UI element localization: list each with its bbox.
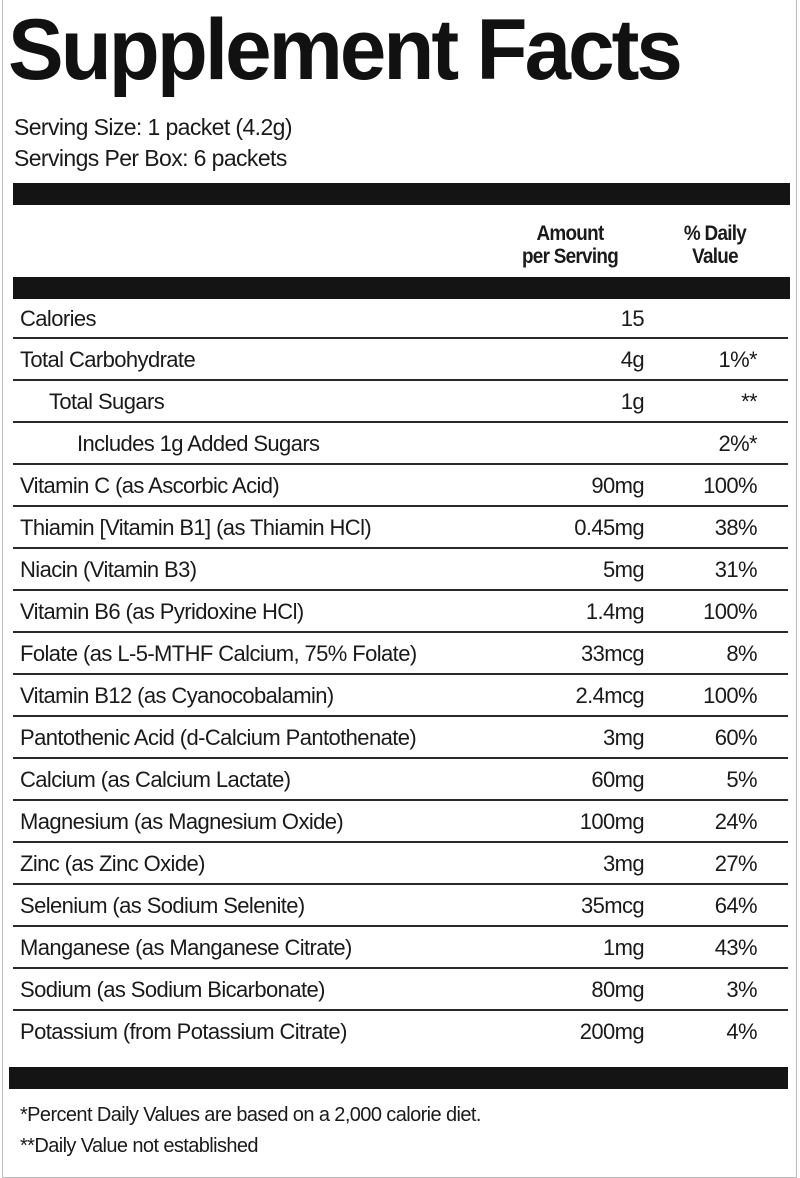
- nutrient-name: Vitamin B6 (as Pyridoxine HCl): [20, 599, 304, 624]
- dv-header-line2: Value: [692, 245, 739, 268]
- nutrient-daily-value: 31%: [714, 557, 758, 582]
- nutrient-name: Vitamin C (as Ascorbic Acid): [20, 473, 280, 498]
- nutrient-name: Potassium (from Potassium Citrate): [20, 1019, 347, 1044]
- amount-header: Amount per Serving: [507, 222, 633, 268]
- nutrient-amount: 5mg: [603, 557, 645, 582]
- nutrient-name: Total Sugars: [49, 389, 165, 414]
- table-row: Zinc (as Zinc Oxide) 3mg 27%: [13, 843, 788, 885]
- table-row: Calcium (as Calcium Lactate) 60mg 5%: [13, 759, 788, 801]
- nutrient-name: Magnesium (as Magnesium Oxide): [20, 809, 344, 834]
- nutrient-daily-value: 64%: [714, 893, 758, 918]
- nutrient-daily-value: 24%: [714, 809, 758, 834]
- nutrient-amount: 3mg: [603, 725, 645, 750]
- nutrient-amount: 90mg: [591, 473, 644, 498]
- serving-size: Serving Size: 1 packet (4.2g): [14, 114, 293, 140]
- nutrient-amount: 0.45mg: [574, 515, 644, 540]
- nutrient-daily-value: 8%: [726, 641, 757, 666]
- nutrient-daily-value: 1%*: [718, 347, 757, 372]
- nutrient-daily-value: 43%: [714, 935, 758, 960]
- nutrient-daily-value: 5%: [726, 767, 757, 792]
- nutrient-daily-value: 3%: [726, 977, 757, 1002]
- table-row: Calories 15: [13, 298, 788, 339]
- nutrient-name: Thiamin [Vitamin B1] (as Thiamin HCl): [20, 515, 372, 540]
- nutrient-name: Total Carbohydrate: [20, 347, 196, 372]
- nutrient-amount: 4g: [620, 347, 645, 372]
- table-row: Pantothenic Acid (d-Calcium Pantothenate…: [13, 717, 788, 759]
- table-row: Selenium (as Sodium Selenite) 35mcg 64%: [13, 885, 788, 927]
- nutrient-table: Calories 15 Total Carbohydrate 4g 1%* Total S…: [13, 298, 788, 1053]
- table-row: Manganese (as Manganese Citrate) 1mg 43%: [13, 927, 788, 969]
- nutrient-daily-value: 38%: [714, 515, 758, 540]
- nutrient-name: Vitamin B12 (as Cyanocobalamin): [20, 683, 334, 708]
- nutrient-amount: 33mcg: [580, 641, 645, 666]
- nutrient-amount: 15: [620, 306, 645, 331]
- table-row: Vitamin B12 (as Cyanocobalamin) 2.4mcg 100…: [13, 675, 788, 717]
- table-row: Thiamin [Vitamin B1] (as Thiamin HCl) 0.4…: [13, 507, 788, 549]
- nutrient-amount: 1.4mg: [585, 599, 645, 624]
- nutrient-daily-value: 4%: [726, 1019, 757, 1044]
- nutrient-daily-value: 60%: [714, 725, 758, 750]
- nutrient-daily-value: 100%: [703, 473, 757, 498]
- nutrient-amount: 1g: [620, 389, 645, 414]
- amount-header-line1: Amount: [536, 222, 604, 245]
- nutrient-amount: 80mg: [591, 977, 644, 1002]
- dv-header-line1: % Daily: [683, 222, 747, 245]
- nutrient-daily-value: 2%*: [718, 431, 757, 456]
- nutrient-name: Selenium (as Sodium Selenite): [20, 893, 305, 918]
- nutrient-amount: 100mg: [579, 809, 645, 834]
- divider-bar: [13, 277, 790, 299]
- table-row: Potassium (from Potassium Citrate) 200mg 4…: [13, 1011, 788, 1053]
- nutrient-name: Manganese (as Manganese Citrate): [20, 935, 352, 960]
- nutrient-daily-value: 100%: [703, 683, 757, 708]
- table-row: Magnesium (as Magnesium Oxide) 100mg 24%: [13, 801, 788, 843]
- nutrient-name: Folate (as L-5-MTHF Calcium, 75% Folate): [20, 641, 417, 666]
- table-row: Vitamin B6 (as Pyridoxine HCl) 1.4mg 100%: [13, 591, 788, 633]
- footnote-not-established: **Daily Value not established: [20, 1135, 259, 1157]
- table-row: Folate (as L-5-MTHF Calcium, 75% Folate)…: [13, 633, 788, 675]
- nutrient-daily-value: 27%: [714, 851, 758, 876]
- nutrient-name: Pantothenic Acid (d-Calcium Pantothenate…: [20, 725, 417, 750]
- table-row: Niacin (Vitamin B3) 5mg 31%: [13, 549, 788, 591]
- footnote-daily-values: *Percent Daily Values are based on a 2,0…: [20, 1104, 481, 1126]
- nutrient-amount: 200mg: [579, 1019, 645, 1044]
- nutrient-daily-value: **: [741, 389, 758, 414]
- nutrient-name: Calories: [20, 306, 97, 331]
- table-row: Includes 1g Added Sugars 2%*: [13, 423, 788, 465]
- divider-bar: [9, 1067, 788, 1089]
- nutrient-amount: 35mcg: [580, 893, 645, 918]
- nutrient-name: Calcium (as Calcium Lactate): [20, 767, 291, 792]
- table-row: Sodium (as Sodium Bicarbonate) 80mg 3%: [13, 969, 788, 1011]
- nutrient-amount: 3mg: [603, 851, 645, 876]
- amount-header-line2: per Serving: [521, 245, 619, 268]
- table-row: Vitamin C (as Ascorbic Acid) 90mg 100%: [13, 465, 788, 507]
- servings-per-box: Servings Per Box: 6 packets: [14, 145, 287, 171]
- daily-value-header: % Daily Value: [670, 222, 760, 268]
- nutrient-amount: 2.4mcg: [575, 683, 644, 708]
- nutrient-amount: 60mg: [591, 767, 644, 792]
- divider-bar: [13, 183, 790, 205]
- nutrient-name: Niacin (Vitamin B3): [20, 557, 197, 582]
- nutrient-name: Includes 1g Added Sugars: [77, 431, 320, 456]
- table-row: Total Sugars 1g **: [13, 381, 788, 423]
- table-row: Total Carbohydrate 4g 1%*: [13, 339, 788, 381]
- page-title: Supplement Facts: [8, 2, 683, 98]
- nutrient-name: Sodium (as Sodium Bicarbonate): [20, 977, 325, 1002]
- nutrient-daily-value: 100%: [703, 599, 757, 624]
- nutrient-name: Zinc (as Zinc Oxide): [20, 851, 205, 876]
- nutrient-amount: 1mg: [603, 935, 645, 960]
